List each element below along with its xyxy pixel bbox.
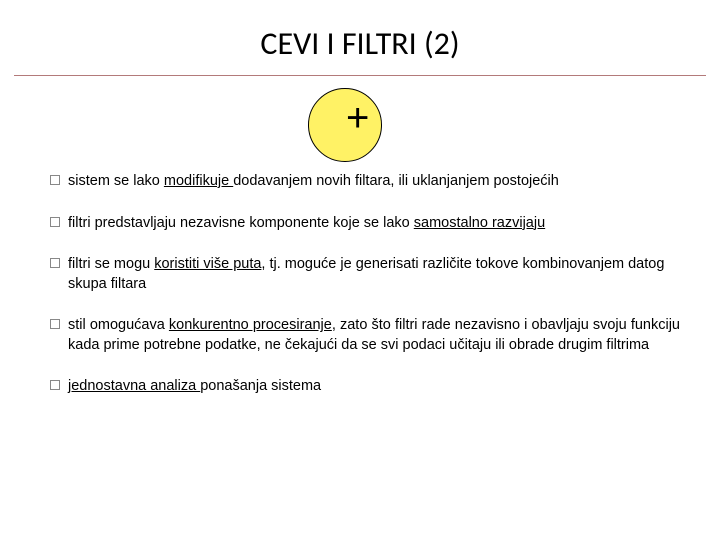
text-post: dodavanjem novih filtara, ili uklanjanje… xyxy=(233,173,559,189)
circle-icon xyxy=(308,88,382,162)
bullet-list: sistem se lako modifikuje dodavanjem nov… xyxy=(0,172,720,397)
text-underlined: samostalno razvijaju xyxy=(414,215,545,231)
list-item-text: stil omogućava konkurentno procesiranje,… xyxy=(68,316,680,355)
list-item-text: filtri se mogu koristiti više puta, tj. … xyxy=(68,255,680,294)
list-item-text: jednostavna analiza ponašanja sistema xyxy=(68,377,680,397)
bullet-square-icon xyxy=(50,258,60,268)
plus-graphic: + xyxy=(0,86,720,172)
list-item: stil omogućava konkurentno procesiranje,… xyxy=(50,316,680,355)
text-pre: filtri predstavljaju nezavisne komponent… xyxy=(68,215,414,231)
divider xyxy=(14,75,706,76)
bullet-square-icon xyxy=(50,175,60,185)
list-item-text: filtri predstavljaju nezavisne komponent… xyxy=(68,214,680,234)
list-item: filtri predstavljaju nezavisne komponent… xyxy=(50,214,680,234)
text-underlined: jednostavna analiza xyxy=(68,378,200,394)
text-pre: sistem se lako xyxy=(68,173,164,189)
text-post: ponašanja sistema xyxy=(200,378,321,394)
bullet-square-icon xyxy=(50,380,60,390)
plus-icon: + xyxy=(346,98,369,138)
list-item: filtri se mogu koristiti više puta, tj. … xyxy=(50,255,680,294)
text-pre: stil omogućava xyxy=(68,317,169,333)
text-pre: filtri se mogu xyxy=(68,256,154,272)
list-item-text: sistem se lako modifikuje dodavanjem nov… xyxy=(68,172,680,192)
bullet-square-icon xyxy=(50,217,60,227)
text-underlined: modifikuje xyxy=(164,173,233,189)
list-item: sistem se lako modifikuje dodavanjem nov… xyxy=(50,172,680,192)
bullet-square-icon xyxy=(50,319,60,329)
list-item: jednostavna analiza ponašanja sistema xyxy=(50,377,680,397)
text-underlined: koristiti više puta xyxy=(154,256,261,272)
text-underlined: konkurentno procesiranje xyxy=(169,317,332,333)
page-title: CEVI I FILTRI (2) xyxy=(0,24,720,63)
